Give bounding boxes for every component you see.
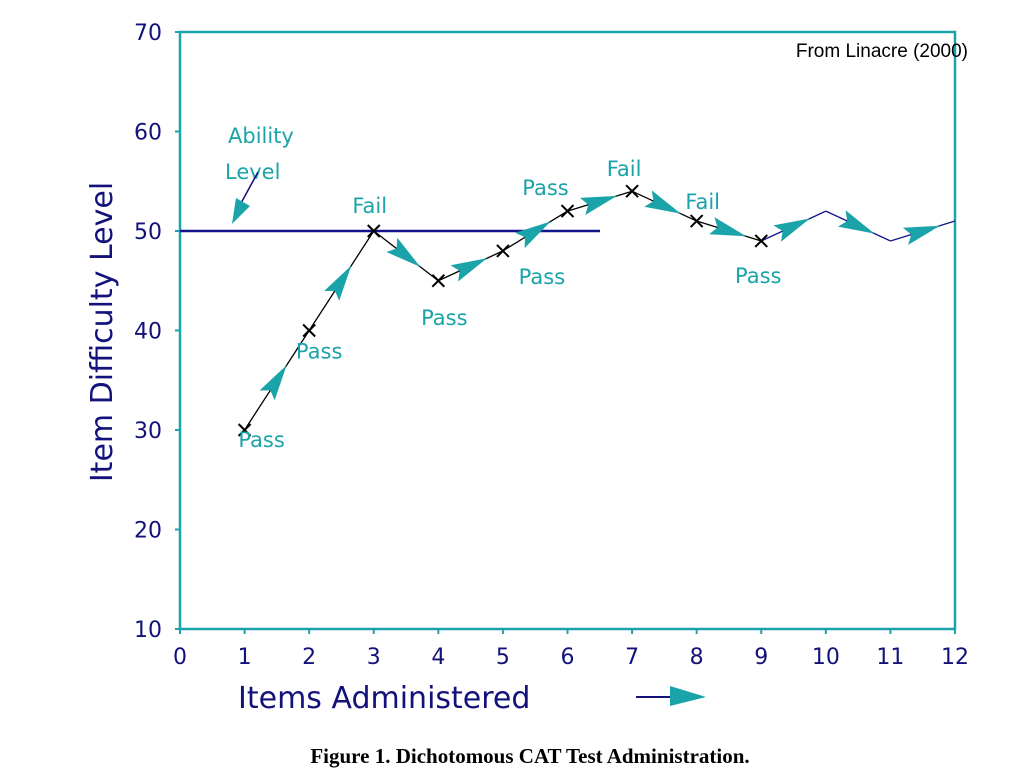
x-axis-title: Items Administered bbox=[238, 681, 530, 716]
x-tick-label: 11 bbox=[876, 645, 904, 670]
plot-frame bbox=[178, 30, 957, 631]
x-tick-label: 10 bbox=[812, 645, 840, 670]
y-tick-label: 40 bbox=[134, 320, 162, 345]
direction-arrow bbox=[259, 365, 287, 401]
x-tick-label: 7 bbox=[625, 645, 639, 670]
data-point bbox=[496, 244, 510, 258]
direction-arrow bbox=[324, 265, 352, 301]
direction-arrow bbox=[709, 217, 747, 237]
point-label-fail: Fail bbox=[685, 190, 720, 214]
data-point bbox=[560, 204, 575, 218]
point-label-pass: Pass bbox=[421, 306, 467, 330]
x-tick-label: 2 bbox=[302, 645, 316, 670]
source-note: From Linacre (2000) bbox=[796, 41, 968, 62]
data-point bbox=[237, 423, 252, 437]
x-tick-label: 4 bbox=[431, 645, 445, 670]
figure-caption: Figure 1. Dichotomous CAT Test Administr… bbox=[310, 744, 749, 768]
point-label-pass: Pass bbox=[522, 176, 568, 200]
direction-arrow bbox=[838, 210, 875, 234]
x-tick-label: 1 bbox=[238, 645, 252, 670]
data-point bbox=[431, 274, 446, 288]
direction-arrow bbox=[773, 218, 810, 242]
x-tick-label: 3 bbox=[367, 645, 381, 670]
direction-arrow bbox=[579, 195, 617, 216]
data-point bbox=[625, 184, 639, 198]
direction-arrow bbox=[644, 190, 681, 214]
direction-arrow bbox=[515, 221, 551, 249]
y-tick-label: 70 bbox=[134, 21, 162, 46]
y-tick-label: 50 bbox=[134, 220, 162, 245]
point-label-pass: Pass bbox=[519, 265, 565, 289]
data-point bbox=[302, 323, 316, 338]
x-tick-label: 9 bbox=[754, 645, 768, 670]
x-tick-label: 12 bbox=[941, 645, 969, 670]
y-tick-label: 20 bbox=[134, 519, 162, 544]
ability-label-line1: Ability bbox=[228, 124, 294, 148]
ability-label-line2: Level bbox=[225, 160, 280, 184]
x-tick-label: 6 bbox=[561, 645, 575, 670]
y-axis-title: Item Difficulty Level bbox=[85, 182, 120, 482]
data-point bbox=[689, 214, 704, 228]
data-point bbox=[754, 234, 768, 248]
point-label-fail: Fail bbox=[352, 194, 387, 218]
point-label-pass: Pass bbox=[735, 264, 781, 288]
ability-pointer-arrow bbox=[232, 171, 259, 224]
y-tick-label: 10 bbox=[134, 618, 162, 643]
point-label-pass: Pass bbox=[238, 428, 284, 452]
x-tick-label: 0 bbox=[173, 645, 187, 670]
data-point bbox=[367, 224, 381, 238]
direction-arrow bbox=[386, 237, 421, 267]
x-tick-label: 8 bbox=[690, 645, 704, 670]
y-tick-label: 30 bbox=[134, 419, 162, 444]
x-axis-direction-arrow bbox=[636, 686, 706, 706]
y-tick-label: 60 bbox=[134, 121, 162, 146]
direction-arrow bbox=[450, 258, 487, 282]
direction-arrow bbox=[902, 225, 940, 245]
point-label-pass: Pass bbox=[296, 340, 342, 364]
point-label-fail: Fail bbox=[607, 157, 642, 181]
x-tick-label: 5 bbox=[496, 645, 510, 670]
